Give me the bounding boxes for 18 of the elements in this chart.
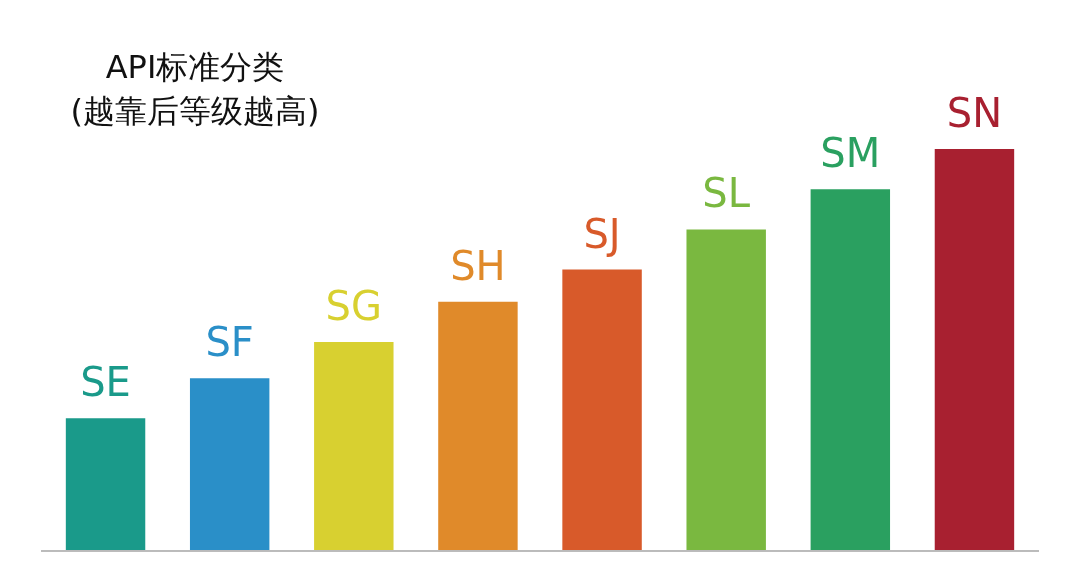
bar: [810, 189, 891, 551]
x-tick-label: SE: [80, 359, 131, 406]
bar: [686, 229, 766, 551]
bar: [65, 418, 146, 551]
x-tick-label: SH: [450, 242, 506, 289]
x-tick-label: SN: [946, 90, 1003, 136]
x-tick-label: SG: [325, 282, 382, 329]
bar: [562, 269, 642, 551]
bar: [189, 378, 270, 551]
x-tick-label: SF: [205, 319, 254, 366]
chart-title: API标准分类: [104, 47, 286, 88]
chart-subtitle: (越靠后等级越高): [69, 91, 321, 132]
x-tick-label: SM: [820, 130, 881, 177]
bar: [934, 149, 1015, 551]
bar: [314, 341, 394, 551]
x-tick-label: SL: [702, 170, 751, 217]
bar: [438, 301, 518, 551]
x-tick-label: SJ: [583, 210, 621, 257]
